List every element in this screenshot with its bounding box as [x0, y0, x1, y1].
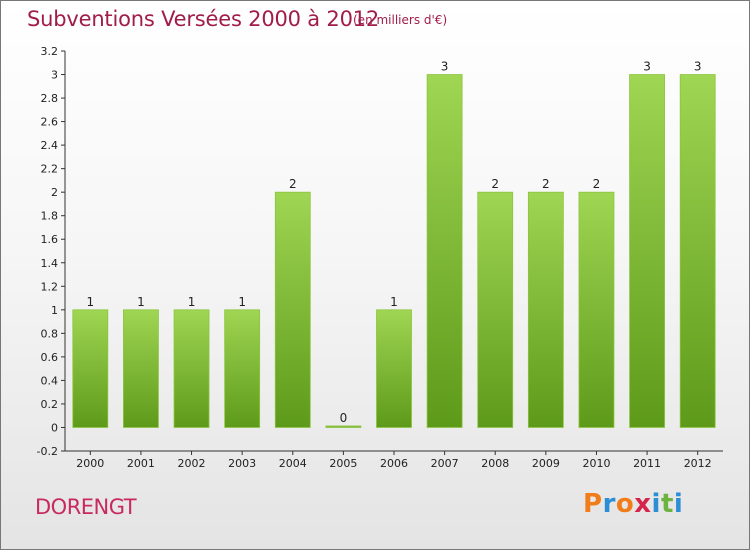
- bar: [578, 191, 615, 428]
- logo-letter: P: [583, 489, 603, 519]
- y-tick-label: 2: [51, 186, 58, 199]
- y-tick-label: 0: [51, 421, 58, 434]
- bar: [72, 309, 109, 428]
- bar: [426, 74, 463, 428]
- y-tick-label: 1.4: [41, 257, 59, 270]
- logo-letter: i: [651, 489, 661, 519]
- data-label: 2: [289, 177, 297, 191]
- data-label: 3: [643, 60, 651, 74]
- y-tick-label: 2.6: [41, 116, 59, 129]
- y-tick-label: 1: [51, 304, 58, 317]
- y-tick-label: 3: [51, 69, 58, 82]
- logo-letter: t: [660, 489, 674, 519]
- y-tick-label: 2.4: [41, 139, 59, 152]
- x-tick-label: 2009: [532, 457, 560, 470]
- bar: [376, 309, 412, 428]
- y-tick-label: 0.6: [41, 351, 59, 364]
- y-tick-label: 1.2: [41, 280, 59, 293]
- commune-name: DORENGT: [35, 495, 137, 519]
- x-tick-label: 2011: [633, 457, 661, 470]
- x-tick-label: 2003: [228, 457, 256, 470]
- bar: [173, 309, 210, 428]
- bar: [629, 74, 665, 428]
- y-tick-label: -0.2: [37, 445, 58, 458]
- data-label: 1: [390, 295, 398, 309]
- x-tick-label: 2004: [279, 457, 307, 470]
- x-tick-label: 2010: [582, 457, 610, 470]
- x-tick-label: 2012: [684, 457, 712, 470]
- bar: [527, 191, 564, 428]
- y-tick-label: 0.8: [41, 327, 59, 340]
- data-label: 1: [188, 295, 196, 309]
- y-tick-label: 2.8: [41, 92, 59, 105]
- x-tick-label: 2000: [76, 457, 104, 470]
- y-tick-label: 1.8: [41, 210, 59, 223]
- logo-letter: x: [634, 489, 652, 519]
- logo-letter: o: [615, 489, 635, 519]
- data-label: 3: [694, 60, 702, 74]
- logo-letter: r: [602, 489, 616, 519]
- y-tick-label: 1.6: [41, 233, 59, 246]
- y-tick-label: 2.2: [41, 163, 59, 176]
- x-tick-label: 2007: [431, 457, 459, 470]
- bar: [123, 309, 159, 428]
- bar: [325, 425, 362, 428]
- x-tick-label: 2001: [127, 457, 155, 470]
- bar: [679, 74, 716, 428]
- unit-note: (en milliers d'€): [353, 13, 448, 27]
- data-label: 0: [340, 411, 348, 425]
- bar: [274, 191, 311, 428]
- x-tick-label: 2006: [380, 457, 408, 470]
- y-tick-label: 0.4: [41, 374, 59, 387]
- data-label: 1: [238, 295, 246, 309]
- logo-letter: i: [673, 489, 684, 519]
- x-tick-label: 2008: [481, 457, 509, 470]
- bar: [224, 309, 261, 428]
- proxiti-logo: Proxiti: [583, 489, 683, 519]
- chart-title: Subventions Versées 2000 à 2012: [27, 7, 380, 31]
- y-tick-label: 0.2: [41, 398, 59, 411]
- data-label: 2: [542, 177, 550, 191]
- y-tick-label: 3.2: [41, 45, 59, 58]
- data-label: 1: [86, 295, 94, 309]
- data-label: 1: [137, 295, 145, 309]
- data-label: 3: [441, 60, 449, 74]
- data-label: 2: [491, 177, 499, 191]
- data-label: 2: [593, 177, 601, 191]
- bar: [477, 191, 514, 428]
- x-tick-label: 2005: [329, 457, 357, 470]
- x-tick-label: 2002: [178, 457, 206, 470]
